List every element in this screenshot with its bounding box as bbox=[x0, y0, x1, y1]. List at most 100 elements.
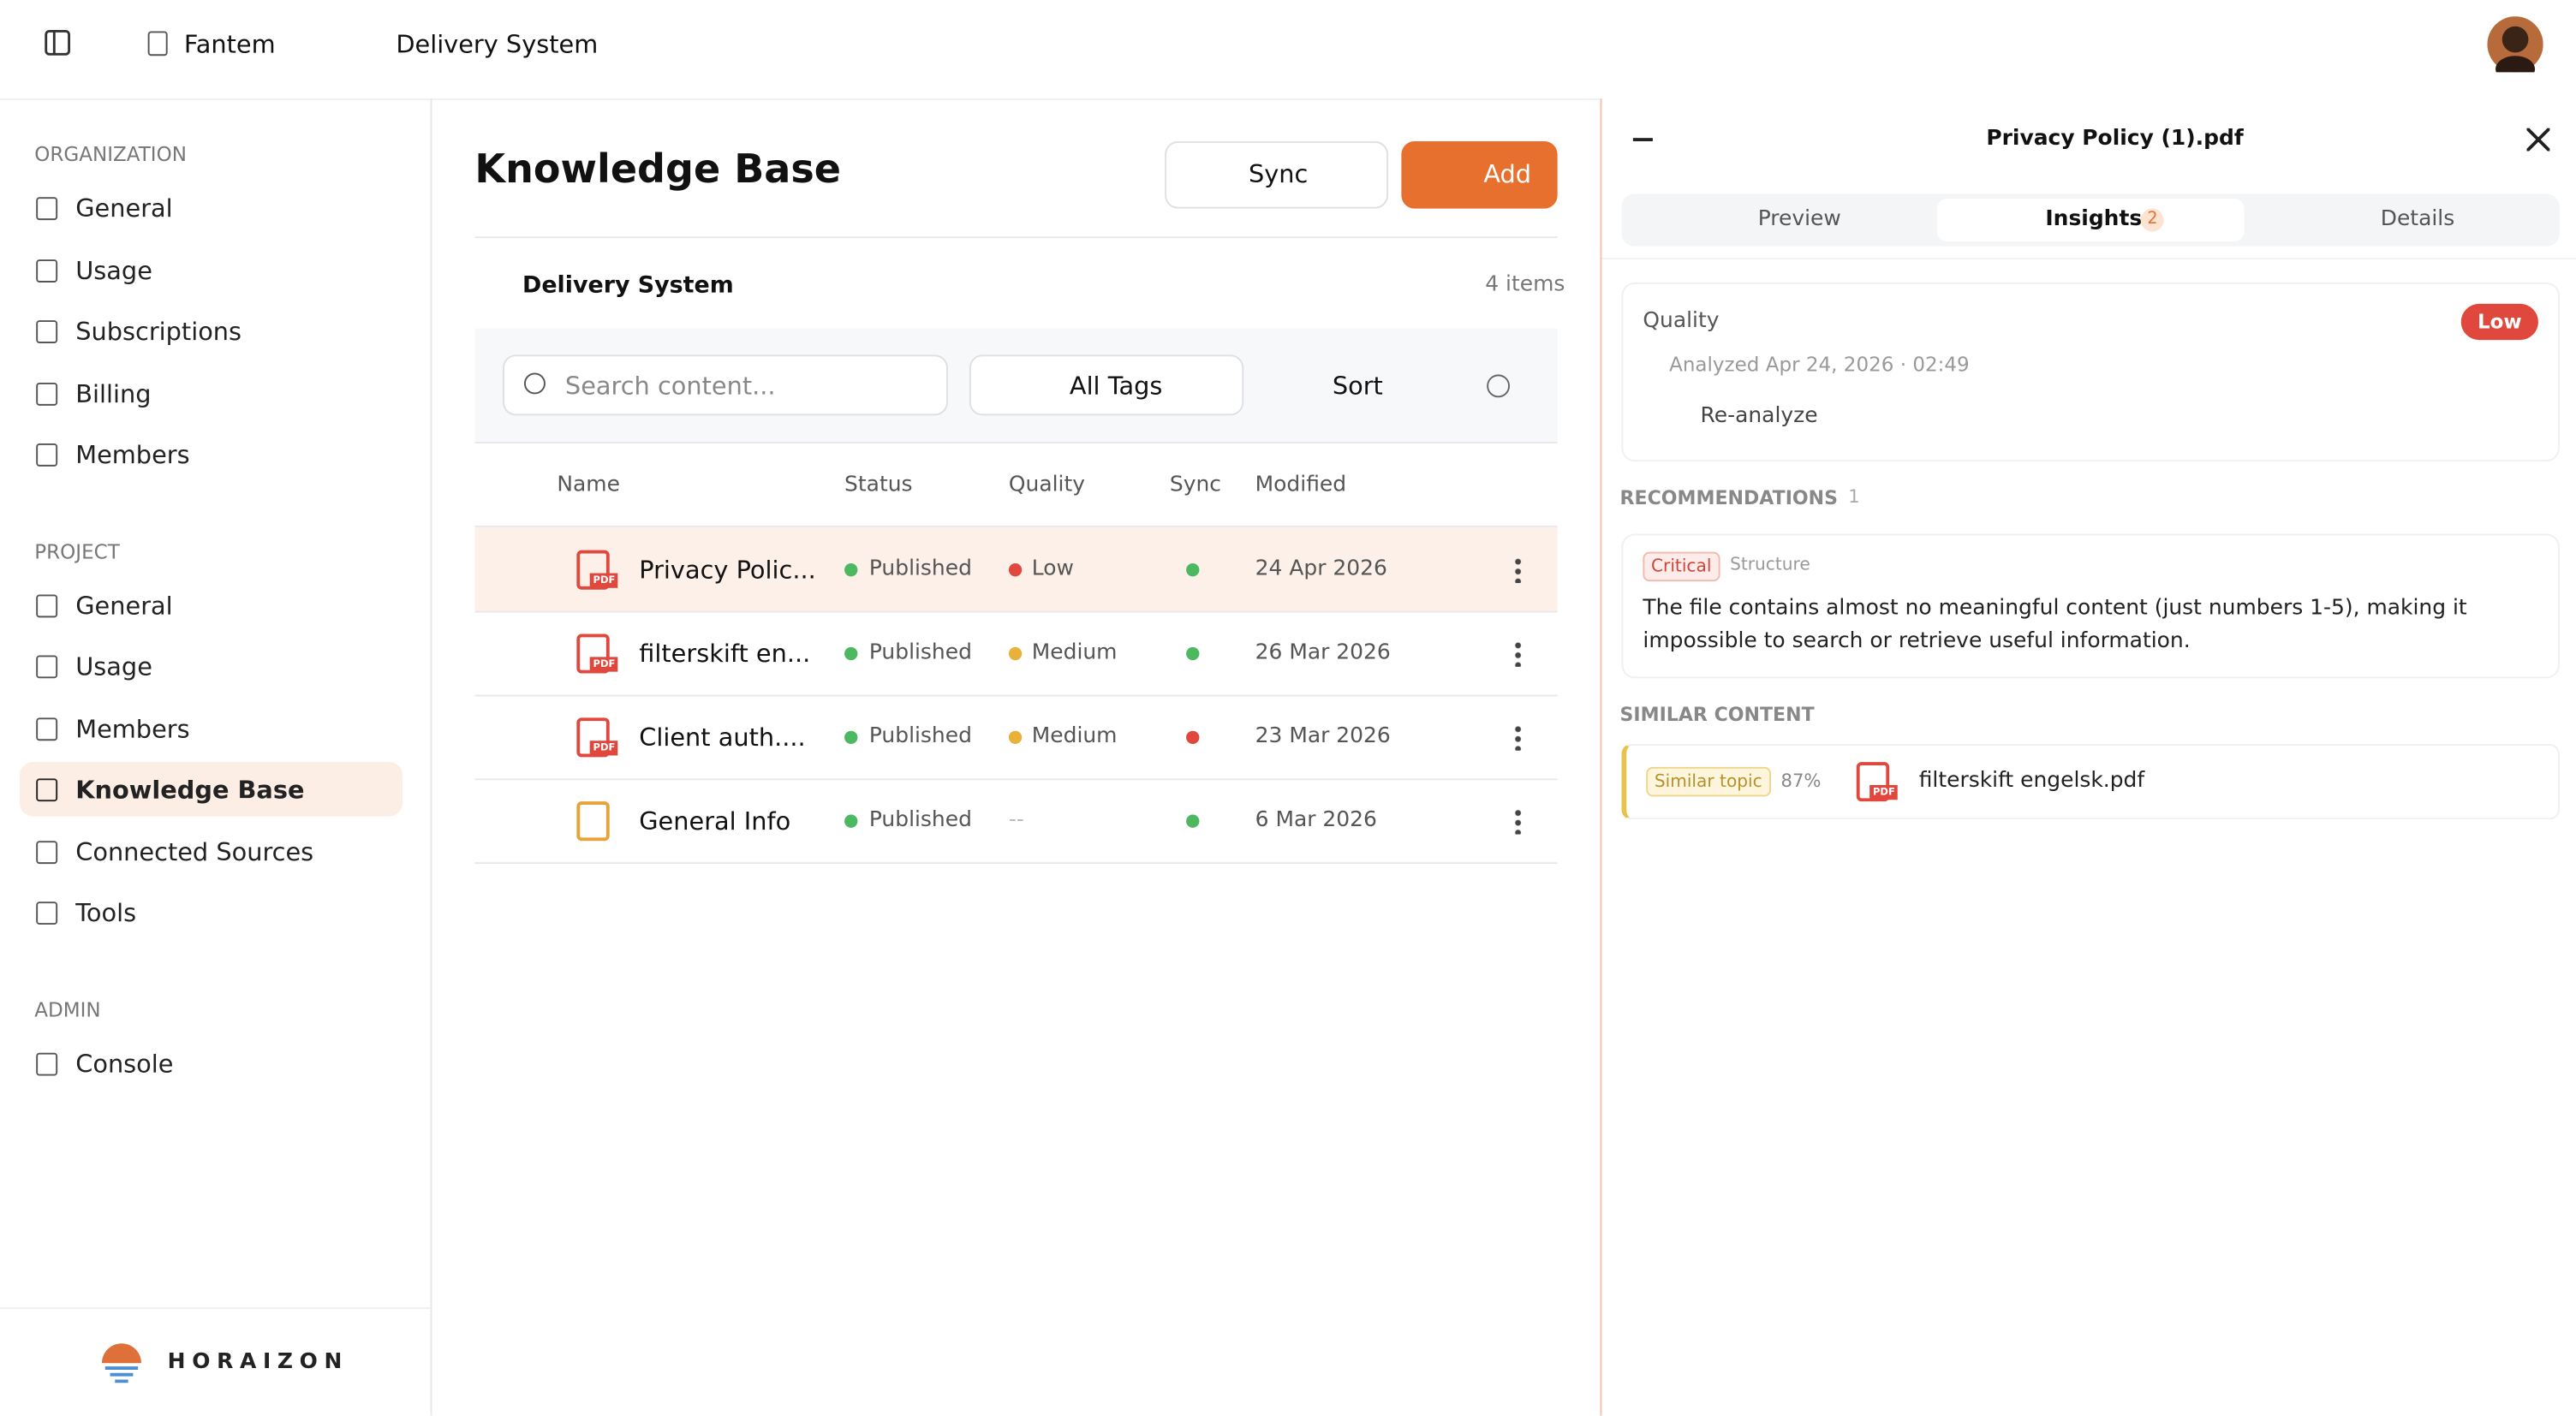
tags-filter[interactable] bbox=[969, 354, 1244, 416]
sort-button[interactable]: Sort bbox=[1332, 371, 1383, 402]
close-x[interactable] bbox=[2526, 128, 2550, 152]
sidebar-toggle[interactable] bbox=[45, 30, 71, 57]
nav-item[interactable]: Usage bbox=[75, 651, 152, 682]
column-header: Quality bbox=[1008, 473, 1086, 498]
nav-item[interactable]: Usage bbox=[75, 255, 152, 285]
panel-file-name: Privacy Policy (1).pdf bbox=[1986, 126, 2244, 152]
project-switcher[interactable]: Delivery System bbox=[396, 29, 599, 60]
nav-item[interactable]: Members bbox=[75, 713, 190, 744]
topbar-border bbox=[0, 98, 2576, 101]
nav-item[interactable]: Billing bbox=[75, 378, 152, 408]
section-title: ORGANIZATION bbox=[34, 142, 187, 166]
recommendation-card bbox=[1621, 533, 2560, 679]
tab-badge: 2 bbox=[2140, 208, 2165, 232]
quality: Medium bbox=[1031, 640, 1118, 665]
nav-icon bbox=[36, 259, 58, 283]
status: Published bbox=[868, 556, 972, 582]
header-line bbox=[474, 525, 1558, 527]
status-dot bbox=[1008, 730, 1023, 745]
sidebar-border bbox=[430, 98, 432, 1416]
file-icon bbox=[576, 801, 610, 842]
page-title: Knowledge Base bbox=[474, 146, 842, 193]
nav-item[interactable]: General bbox=[75, 590, 173, 621]
recommendation-text: The file contains almost no meaningful c… bbox=[1643, 596, 2467, 654]
reanalyze-button[interactable]: Re-analyze bbox=[1700, 403, 1818, 429]
nav-item[interactable]: General bbox=[75, 193, 173, 223]
similar-tag: Similar topic bbox=[1646, 766, 1771, 797]
file-name[interactable]: General Info bbox=[639, 806, 791, 836]
quality: -- bbox=[1008, 807, 1024, 833]
row-menu[interactable] bbox=[1514, 640, 1522, 667]
panel bbox=[1600, 98, 2576, 1416]
tags-label: All Tags bbox=[1069, 371, 1163, 402]
back-arrow[interactable] bbox=[1632, 138, 1653, 141]
nav-icon bbox=[36, 320, 58, 343]
row-line bbox=[474, 778, 1558, 781]
file-name[interactable]: Client auth.... bbox=[639, 723, 806, 753]
sync-button[interactable] bbox=[1165, 140, 1389, 209]
tab[interactable]: Preview bbox=[1757, 206, 1841, 232]
nav-icon bbox=[36, 382, 58, 405]
avatar bbox=[2487, 16, 2543, 73]
column-header: Sync bbox=[1169, 473, 1222, 498]
modified: 23 Mar 2026 bbox=[1255, 724, 1391, 749]
nav-icon bbox=[36, 655, 58, 679]
severity: Critical bbox=[1643, 551, 1720, 582]
org-switcher[interactable]: Fantem bbox=[183, 29, 276, 60]
nav-icon bbox=[36, 593, 58, 617]
tab[interactable]: Details bbox=[2380, 206, 2455, 232]
row-menu[interactable] bbox=[1514, 724, 1522, 751]
status-dot bbox=[1008, 646, 1023, 661]
divider bbox=[474, 236, 1558, 239]
row-menu[interactable] bbox=[1514, 807, 1522, 835]
search-input[interactable] bbox=[503, 354, 948, 416]
panel-divider bbox=[1601, 258, 2576, 260]
analyzed: Analyzed Apr 24, 2026 · 02:49 bbox=[1669, 353, 1970, 377]
column-header: Status bbox=[844, 473, 913, 498]
status: Published bbox=[868, 807, 972, 833]
add-button[interactable] bbox=[1401, 140, 1558, 209]
nav-item[interactable]: Console bbox=[75, 1048, 174, 1079]
active-item bbox=[20, 762, 403, 817]
quality: Low bbox=[1031, 556, 1074, 582]
modified: 26 Mar 2026 bbox=[1255, 640, 1391, 665]
file-badge: PDF bbox=[589, 657, 619, 672]
nav-item[interactable]: Connected Sources bbox=[75, 836, 314, 866]
nav-icon bbox=[36, 1051, 58, 1075]
nav-icon bbox=[36, 901, 58, 925]
file-badge: PDF bbox=[589, 741, 619, 756]
add-label[interactable]: Add bbox=[1483, 159, 1532, 189]
nav-item[interactable]: Members bbox=[75, 440, 190, 470]
section-title: ADMIN bbox=[34, 997, 101, 1021]
nav-icon bbox=[36, 443, 58, 467]
refresh-icon[interactable] bbox=[1487, 374, 1511, 398]
sync-label[interactable]: Sync bbox=[1248, 159, 1309, 189]
similar-file: filterskift engelsk.pdf bbox=[1918, 768, 2145, 794]
item-count: 4 items bbox=[1485, 272, 1565, 298]
file-name[interactable]: Privacy Polic... bbox=[639, 555, 816, 585]
quality-card bbox=[1621, 282, 2560, 462]
status-dot bbox=[1186, 646, 1200, 661]
nav-icon bbox=[36, 778, 58, 802]
brand-logo bbox=[101, 1343, 141, 1383]
recommendations-heading: RECOMMENDATIONS bbox=[1619, 485, 1839, 509]
row-menu[interactable] bbox=[1514, 556, 1522, 584]
file-name[interactable]: filterskift en... bbox=[639, 639, 811, 669]
modified: 24 Apr 2026 bbox=[1255, 556, 1387, 582]
row-line bbox=[474, 862, 1558, 865]
org-icon bbox=[147, 31, 168, 57]
nav-item[interactable]: Subscriptions bbox=[75, 317, 242, 347]
brand: HORAIZON bbox=[167, 1349, 349, 1375]
nav-item[interactable]: Tools bbox=[75, 898, 137, 928]
file-badge: PDF bbox=[589, 573, 619, 588]
similar-card[interactable] bbox=[1621, 744, 2560, 820]
search-placeholder: Search content... bbox=[564, 371, 776, 402]
tab-active bbox=[1936, 199, 2245, 242]
tab[interactable]: Insights bbox=[2045, 206, 2143, 232]
similar-score: 87% bbox=[1780, 770, 1822, 792]
nav-item[interactable]: Knowledge Base bbox=[75, 775, 305, 806]
status-dot bbox=[1008, 563, 1023, 577]
section-title: PROJECT bbox=[34, 539, 120, 563]
